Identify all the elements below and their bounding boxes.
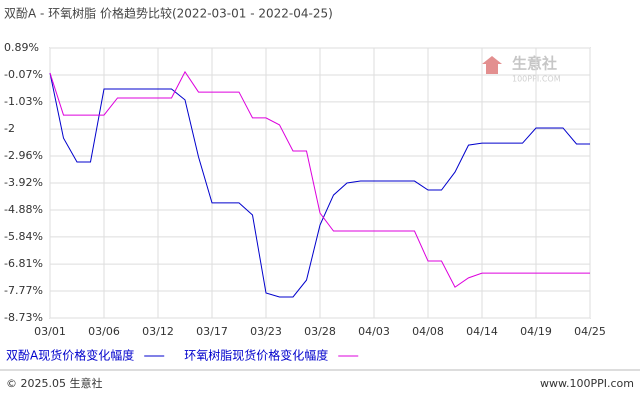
series-line bbox=[49, 72, 590, 298]
x-tick-label: 04/03 bbox=[358, 325, 390, 338]
y-tick-label: -8.73% bbox=[4, 311, 43, 324]
x-tick-label: 03/12 bbox=[142, 325, 174, 338]
footer-left: © 2025.05 生意社 bbox=[6, 376, 102, 390]
x-tick-label: 03/17 bbox=[196, 325, 228, 338]
y-tick-label: -2.96% bbox=[4, 149, 43, 162]
x-tick-label: 03/06 bbox=[88, 325, 120, 338]
logo: 生意社 100PPI.COM bbox=[482, 55, 561, 84]
logo-name: 生意社 bbox=[512, 55, 557, 73]
y-tick-label: -3.92% bbox=[4, 176, 43, 189]
chart-title: 双酚A - 环氧树脂 价格趋势比较(2022-03-01 - 2022-04-2… bbox=[4, 6, 333, 21]
y-tick-label: -4.88% bbox=[4, 203, 43, 216]
y-tick-label: -2 bbox=[4, 122, 15, 135]
y-tick-label: 0.89% bbox=[4, 41, 39, 54]
footer-right: www.100PPI.com bbox=[540, 377, 634, 390]
x-tick-label: 04/08 bbox=[412, 325, 444, 338]
logo-icon bbox=[482, 56, 502, 74]
x-tick-label: 04/14 bbox=[466, 325, 498, 338]
y-tick-label: -0.07% bbox=[4, 68, 43, 81]
x-tick-label: 03/23 bbox=[250, 325, 282, 338]
legend-label: 双酚A现货价格变化幅度 bbox=[6, 348, 134, 363]
y-tick-label: -7.77% bbox=[4, 284, 43, 297]
x-tick-label: 03/01 bbox=[34, 325, 66, 338]
x-tick-label: 04/19 bbox=[520, 325, 552, 338]
series-line bbox=[49, 70, 590, 288]
x-tick-label: 04/25 bbox=[574, 325, 606, 338]
y-tick-label: -6.81% bbox=[4, 257, 43, 270]
y-tick-label: -1.03% bbox=[4, 95, 43, 108]
x-tick-label: 03/28 bbox=[304, 325, 336, 338]
legend-label: 环氧树脂现货价格变化幅度 bbox=[184, 348, 328, 363]
y-tick-label: -5.84% bbox=[4, 230, 43, 243]
